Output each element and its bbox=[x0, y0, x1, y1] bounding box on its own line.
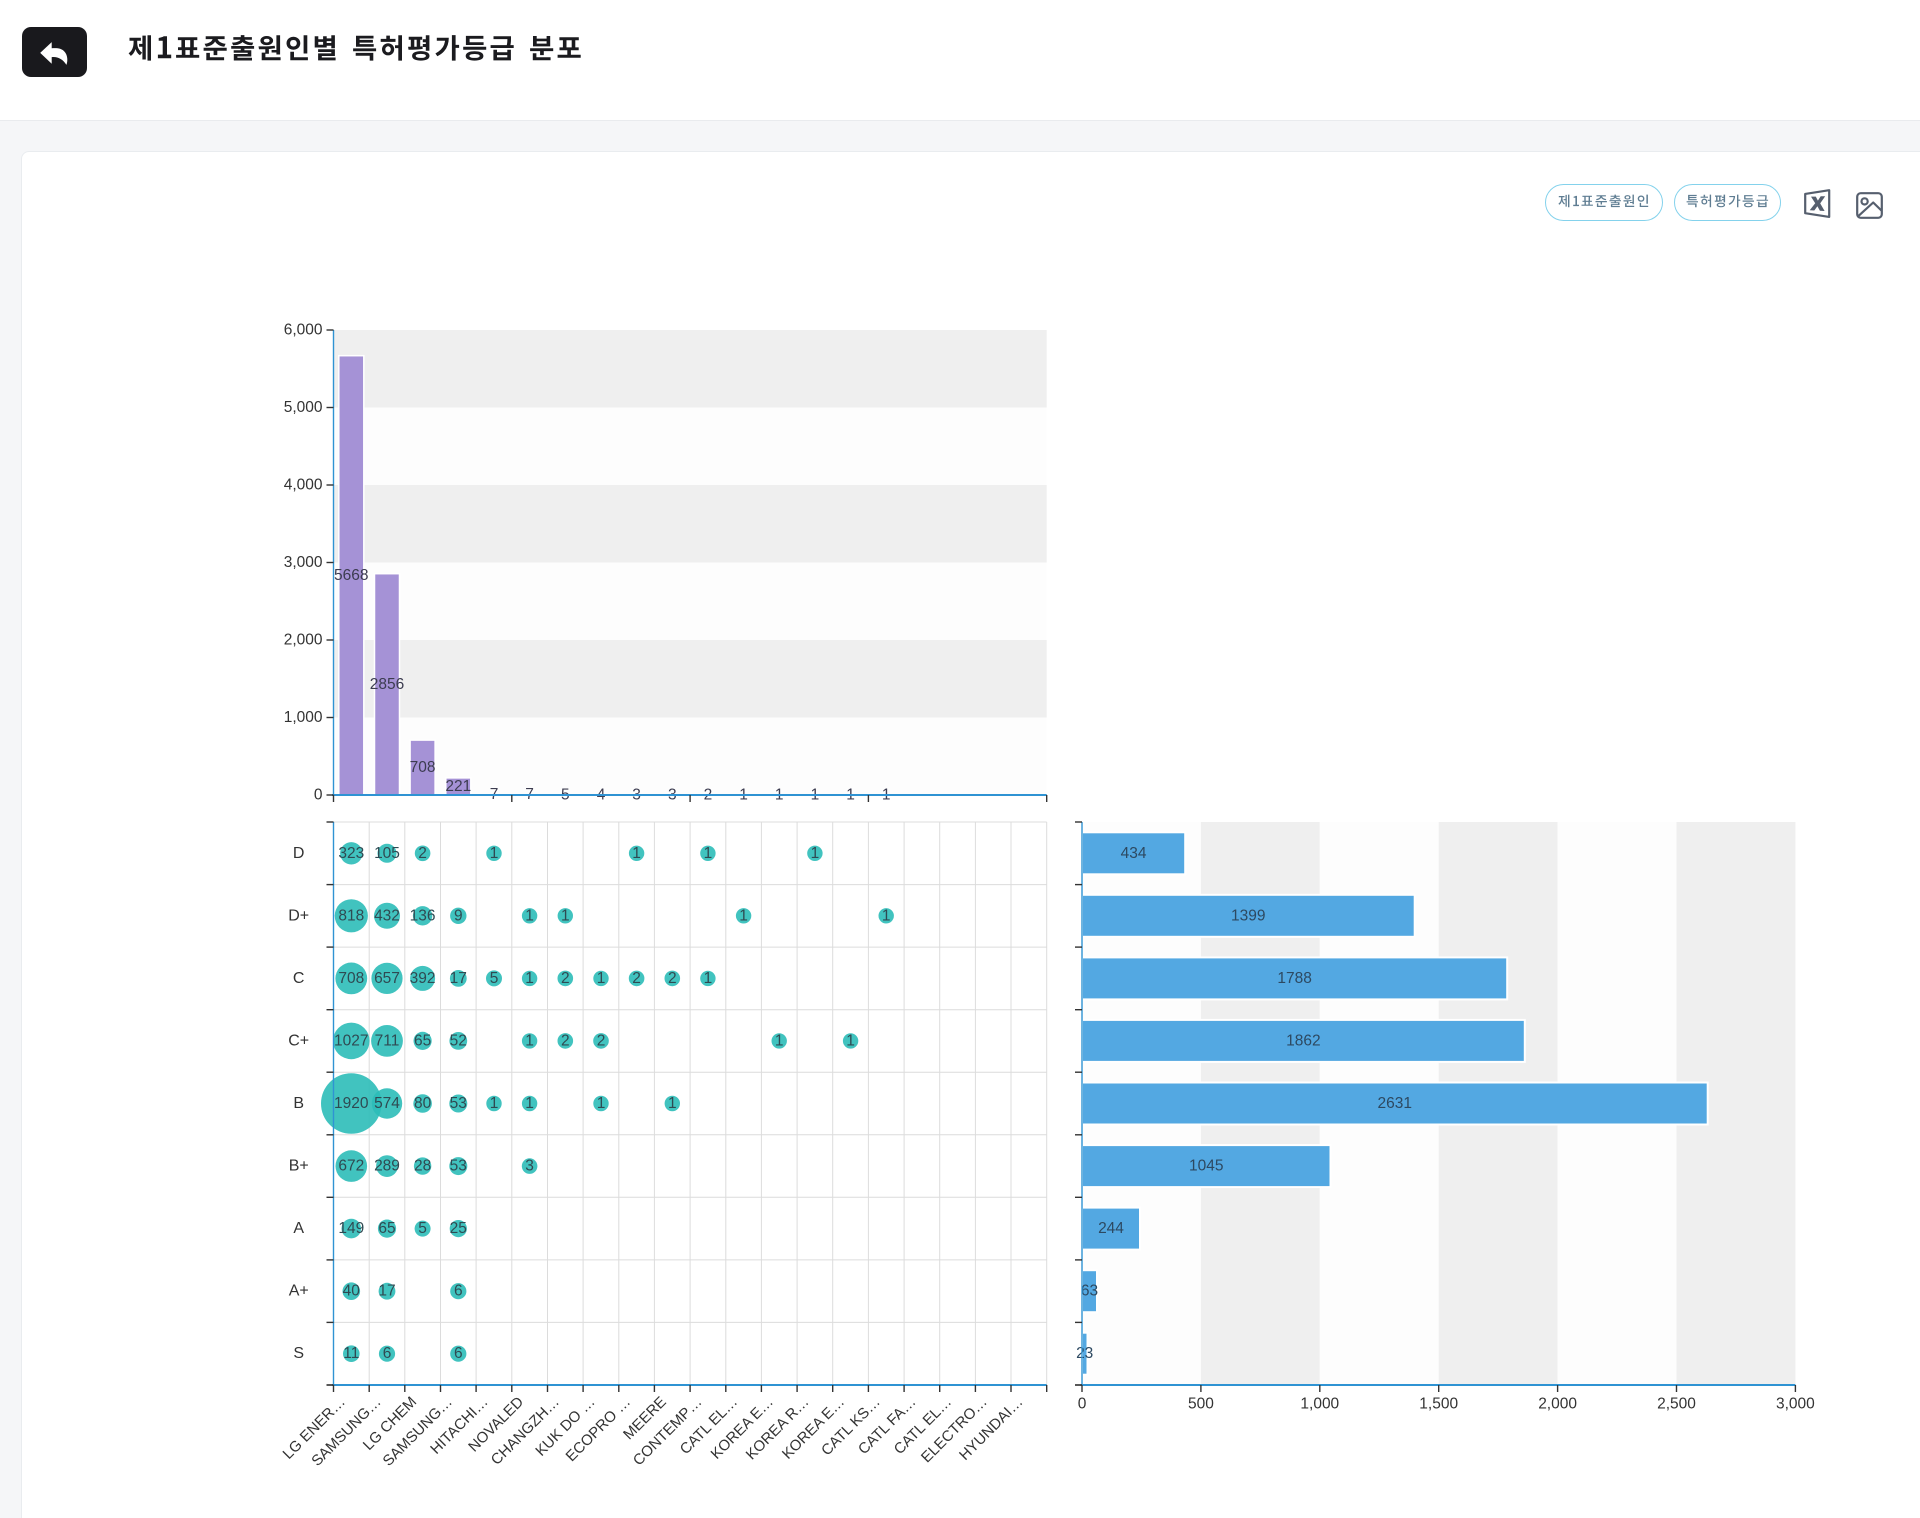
svg-text:52: 52 bbox=[450, 1032, 467, 1049]
svg-text:2: 2 bbox=[597, 1032, 606, 1049]
svg-text:2,000: 2,000 bbox=[284, 632, 323, 649]
svg-text:1045: 1045 bbox=[1189, 1158, 1223, 1175]
svg-text:289: 289 bbox=[374, 1158, 400, 1175]
svg-text:3,000: 3,000 bbox=[284, 554, 323, 571]
svg-text:1: 1 bbox=[490, 845, 499, 862]
svg-text:1: 1 bbox=[704, 970, 713, 987]
svg-text:2: 2 bbox=[561, 1032, 570, 1049]
svg-text:S: S bbox=[293, 1345, 304, 1362]
svg-text:711: 711 bbox=[375, 1032, 400, 1049]
svg-text:708: 708 bbox=[338, 970, 364, 987]
svg-text:432: 432 bbox=[374, 907, 400, 924]
svg-text:1: 1 bbox=[632, 845, 641, 862]
svg-text:2: 2 bbox=[561, 970, 570, 987]
svg-text:B: B bbox=[293, 1095, 304, 1112]
svg-text:9: 9 bbox=[454, 907, 463, 924]
svg-text:2,500: 2,500 bbox=[1657, 1396, 1696, 1413]
svg-text:2: 2 bbox=[632, 970, 641, 987]
svg-text:1399: 1399 bbox=[1231, 907, 1265, 924]
svg-text:149: 149 bbox=[338, 1220, 364, 1237]
svg-text:28: 28 bbox=[414, 1158, 431, 1175]
svg-text:708: 708 bbox=[410, 759, 436, 776]
svg-text:1: 1 bbox=[597, 1095, 606, 1112]
svg-text:3: 3 bbox=[525, 1158, 534, 1175]
svg-text:40: 40 bbox=[343, 1283, 361, 1300]
svg-text:1: 1 bbox=[811, 845, 820, 862]
svg-text:25: 25 bbox=[450, 1220, 467, 1237]
svg-text:65: 65 bbox=[414, 1032, 431, 1049]
svg-text:1920: 1920 bbox=[334, 1095, 369, 1112]
svg-text:1027: 1027 bbox=[334, 1032, 368, 1049]
svg-text:2: 2 bbox=[668, 970, 677, 987]
svg-text:1: 1 bbox=[668, 1095, 677, 1112]
svg-text:2: 2 bbox=[418, 845, 427, 862]
svg-text:53: 53 bbox=[450, 1158, 467, 1175]
svg-text:B+: B+ bbox=[289, 1158, 309, 1175]
svg-text:D: D bbox=[293, 845, 305, 862]
svg-text:136: 136 bbox=[410, 907, 436, 924]
svg-text:434: 434 bbox=[1121, 845, 1147, 862]
svg-text:105: 105 bbox=[374, 845, 400, 862]
svg-text:4,000: 4,000 bbox=[284, 477, 323, 494]
svg-text:17: 17 bbox=[450, 970, 467, 987]
svg-text:2856: 2856 bbox=[370, 676, 404, 693]
svg-text:23: 23 bbox=[1076, 1345, 1093, 1362]
svg-text:0: 0 bbox=[1078, 1396, 1087, 1413]
svg-text:5,000: 5,000 bbox=[284, 399, 323, 416]
svg-text:D+: D+ bbox=[288, 907, 309, 924]
svg-text:1: 1 bbox=[846, 1032, 855, 1049]
svg-text:1: 1 bbox=[704, 845, 713, 862]
svg-text:1862: 1862 bbox=[1286, 1032, 1320, 1049]
svg-text:323: 323 bbox=[338, 845, 364, 862]
svg-text:5: 5 bbox=[490, 970, 499, 987]
svg-text:1: 1 bbox=[739, 907, 748, 924]
svg-text:672: 672 bbox=[338, 1158, 364, 1175]
svg-text:6,000: 6,000 bbox=[284, 322, 323, 339]
svg-text:6: 6 bbox=[454, 1345, 463, 1362]
svg-text:1,500: 1,500 bbox=[1419, 1396, 1458, 1413]
svg-text:1,000: 1,000 bbox=[284, 709, 323, 726]
svg-text:221: 221 bbox=[445, 778, 471, 795]
svg-text:818: 818 bbox=[338, 907, 364, 924]
svg-text:1: 1 bbox=[525, 970, 534, 987]
svg-text:53: 53 bbox=[450, 1095, 467, 1112]
svg-text:1788: 1788 bbox=[1277, 970, 1311, 987]
svg-text:11: 11 bbox=[343, 1345, 359, 1362]
svg-text:2,000: 2,000 bbox=[1538, 1396, 1577, 1413]
svg-text:1: 1 bbox=[525, 1032, 534, 1049]
svg-text:1: 1 bbox=[490, 1095, 499, 1112]
svg-text:17: 17 bbox=[378, 1283, 395, 1300]
svg-text:1: 1 bbox=[775, 1032, 784, 1049]
svg-text:1: 1 bbox=[597, 970, 606, 987]
svg-text:244: 244 bbox=[1098, 1220, 1124, 1237]
svg-text:5668: 5668 bbox=[334, 567, 368, 584]
svg-text:1: 1 bbox=[525, 907, 534, 924]
svg-text:657: 657 bbox=[374, 970, 400, 987]
svg-text:1: 1 bbox=[882, 907, 891, 924]
svg-text:65: 65 bbox=[378, 1220, 395, 1237]
svg-text:6: 6 bbox=[383, 1345, 392, 1362]
svg-text:1,000: 1,000 bbox=[1300, 1396, 1339, 1413]
svg-text:1: 1 bbox=[525, 1095, 534, 1112]
svg-text:2631: 2631 bbox=[1378, 1095, 1412, 1112]
svg-text:574: 574 bbox=[374, 1095, 400, 1112]
svg-text:C+: C+ bbox=[288, 1032, 309, 1049]
svg-text:63: 63 bbox=[1081, 1283, 1098, 1300]
svg-text:80: 80 bbox=[414, 1095, 432, 1112]
svg-text:C: C bbox=[293, 970, 305, 987]
svg-text:500: 500 bbox=[1188, 1396, 1214, 1413]
svg-text:5: 5 bbox=[418, 1220, 427, 1237]
svg-text:A+: A+ bbox=[289, 1283, 309, 1300]
svg-text:392: 392 bbox=[410, 970, 436, 987]
svg-text:3,000: 3,000 bbox=[1776, 1396, 1815, 1413]
svg-text:6: 6 bbox=[454, 1283, 463, 1300]
svg-text:A: A bbox=[293, 1220, 304, 1237]
svg-text:1: 1 bbox=[561, 907, 570, 924]
svg-text:0: 0 bbox=[314, 787, 323, 804]
